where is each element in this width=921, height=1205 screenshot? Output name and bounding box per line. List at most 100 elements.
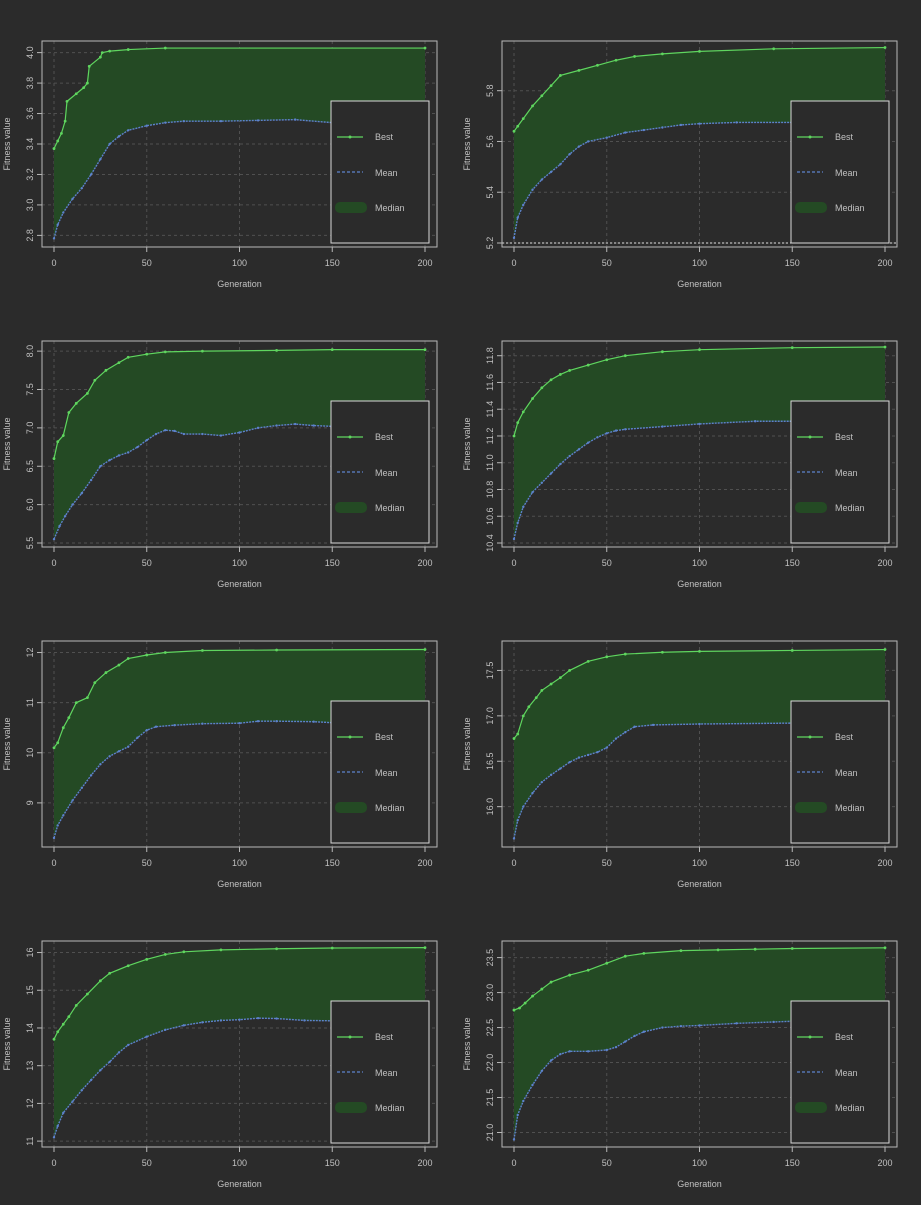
x-tick-label: 150 <box>325 858 340 868</box>
legend-mean-label: Mean <box>375 168 398 178</box>
best-point <box>163 46 167 50</box>
x-tick-label: 200 <box>877 258 892 268</box>
best-point <box>605 961 609 965</box>
mean-point <box>58 524 61 528</box>
mean-point <box>735 121 738 124</box>
legend: Best Mean Median <box>790 100 890 244</box>
mean-point <box>52 1136 56 1139</box>
mean-point <box>219 434 223 437</box>
best-point <box>633 55 636 58</box>
mean-point <box>56 1124 59 1128</box>
best-point <box>568 973 572 977</box>
mean-point <box>80 1089 84 1092</box>
x-tick-label: 100 <box>692 558 707 568</box>
y-tick-label: 8.0 <box>25 345 35 358</box>
best-point <box>56 139 60 143</box>
best-point <box>423 648 427 651</box>
x-tick-label: 0 <box>511 1158 516 1168</box>
legend: Best Mean Median <box>790 400 890 544</box>
mean-point <box>164 428 167 432</box>
mean-point <box>238 431 241 434</box>
mean-point <box>117 750 121 753</box>
x-tick-label: 50 <box>602 858 612 868</box>
mean-point <box>661 126 664 129</box>
best-point <box>605 358 609 362</box>
mean-point <box>642 1030 646 1033</box>
best-point <box>108 971 112 975</box>
mean-point <box>219 119 223 123</box>
chart-panel-3: 0 50 100 150 200 5.5 6.0 6.5 7.0 7.5 8.0 Generation… <box>2 340 438 589</box>
mean-point <box>633 1034 636 1038</box>
legend-best-label: Best <box>835 132 854 142</box>
best-series-line <box>53 349 425 459</box>
best-point <box>558 373 562 376</box>
best-point <box>642 951 646 955</box>
mean-point <box>312 720 315 723</box>
y-tick-label: 6.0 <box>25 498 35 511</box>
best-point <box>330 348 334 352</box>
x-tick-label: 200 <box>417 558 432 568</box>
mean-point <box>136 445 139 449</box>
best-point <box>330 946 334 950</box>
best-point <box>74 1003 78 1007</box>
mean-point <box>182 119 186 123</box>
best-point <box>772 47 776 51</box>
y-tick-label: 12 <box>25 1098 35 1108</box>
chart-panel-1: 0 50 100 150 200 2.8 3.0 3.2 3.4 3.6 3.8 4.0 Generat… <box>2 40 438 289</box>
x-tick-label: 100 <box>232 258 247 268</box>
median-band <box>514 649 885 839</box>
best-point <box>883 648 887 651</box>
best-point <box>163 350 167 354</box>
y-axis-label: Fitness value <box>2 1017 12 1070</box>
best-point <box>577 68 581 72</box>
best-point <box>275 648 278 652</box>
median-band <box>514 347 885 539</box>
x-tick-label: 200 <box>877 1158 892 1168</box>
best-point <box>549 980 553 984</box>
best-point <box>56 1030 60 1034</box>
mean-point <box>62 211 65 214</box>
x-tick-label: 50 <box>142 258 152 268</box>
y-axis-label: Fitness value <box>2 717 12 770</box>
mean-point <box>559 767 562 770</box>
best-point <box>67 411 71 414</box>
mean-point <box>531 188 534 191</box>
best-point <box>219 948 223 952</box>
mean-point <box>127 745 130 748</box>
mean-point <box>154 432 158 436</box>
best-point <box>275 947 278 951</box>
mean-point <box>312 424 315 427</box>
mean-point <box>568 454 571 458</box>
x-tick-label: 0 <box>511 858 516 868</box>
median-band <box>514 47 885 238</box>
mean-point <box>661 425 664 428</box>
best-point <box>531 994 534 998</box>
x-tick-label: 150 <box>325 258 340 268</box>
x-tick-label: 100 <box>692 858 707 868</box>
mean-point <box>256 719 260 723</box>
best-point <box>540 386 544 390</box>
mean-point <box>605 136 608 139</box>
x-tick-label: 50 <box>142 558 152 568</box>
y-tick-label: 4.0 <box>25 46 35 59</box>
best-point <box>512 129 516 133</box>
mean-point <box>522 1099 525 1103</box>
y-axis-label: Fitness value <box>462 1017 472 1070</box>
y-tick-label: 5.5 <box>25 537 35 550</box>
best-point <box>790 649 794 652</box>
y-tick-label: 6.5 <box>25 460 35 473</box>
mean-point <box>516 819 519 822</box>
best-point <box>117 361 121 365</box>
mean-point <box>145 1035 148 1038</box>
best-point <box>126 48 130 51</box>
mean-point <box>256 1016 260 1020</box>
legend-median-swatch <box>335 1102 367 1113</box>
median-band <box>54 947 425 1138</box>
best-point <box>698 49 701 53</box>
mean-point <box>549 773 553 777</box>
best-point <box>558 676 562 680</box>
x-tick-label: 0 <box>51 558 56 568</box>
legend-best-label: Best <box>835 1032 854 1042</box>
legend-median-swatch <box>795 802 827 813</box>
